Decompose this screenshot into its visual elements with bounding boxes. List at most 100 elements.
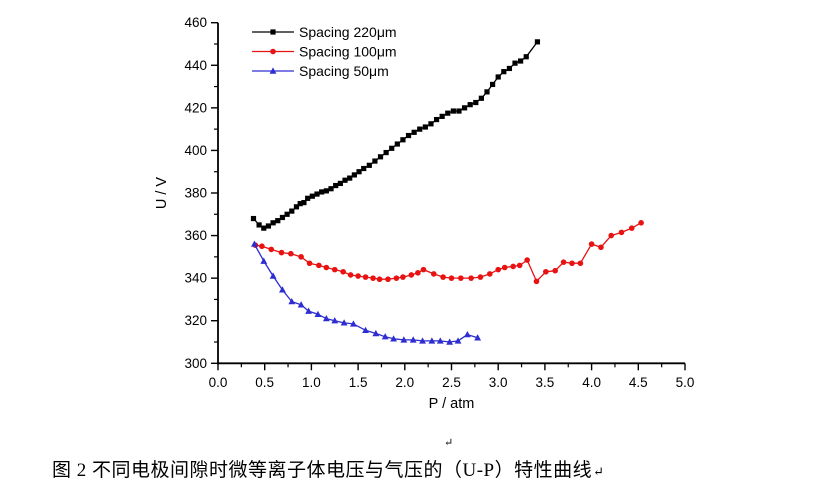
square-marker	[400, 137, 406, 143]
circle-marker	[638, 220, 644, 226]
y-tick-label: 360	[184, 228, 207, 243]
triangle-marker	[409, 336, 417, 343]
square-marker	[351, 172, 357, 178]
up-characteristics-chart: 300 320 340 360 380 400 420 440 460 0.0 0.5 1.0 1.5 2…	[154, 15, 694, 412]
square-marker	[261, 225, 267, 231]
x-tick-label: 1.5	[349, 375, 368, 390]
square-marker	[534, 39, 541, 45]
square-marker	[361, 165, 367, 172]
square-marker	[467, 102, 473, 108]
triangle-marker	[390, 335, 397, 342]
series-circle	[252, 220, 644, 285]
triangle-marker	[474, 334, 482, 341]
square-marker	[279, 214, 286, 221]
legend: Spacing 220μm Spacing 100μm Spacing 50μm	[252, 24, 397, 79]
square-marker	[301, 199, 307, 206]
circle-marker	[370, 275, 376, 281]
square-marker	[389, 145, 395, 151]
figure-caption: 图 2 不同电极间隙时微等离子体电压与气压的（U-P）特性曲线↵	[52, 455, 812, 482]
legend-entry: Spacing 220μm	[252, 24, 397, 40]
square-marker	[356, 169, 362, 175]
y-tick-label: 440	[184, 58, 207, 73]
square-marker	[473, 99, 479, 106]
square-marker	[293, 204, 300, 210]
square-marker	[383, 149, 389, 156]
square-marker	[289, 208, 295, 214]
square-marker	[411, 129, 417, 135]
x-axis-title: P / atm	[429, 396, 475, 412]
x-tick-label: 4.0	[582, 375, 601, 390]
triangle-marker	[269, 272, 277, 279]
circle-marker	[628, 225, 635, 231]
circle-marker	[278, 249, 285, 256]
triangle-marker	[331, 317, 339, 324]
y-tick-label: 320	[184, 313, 207, 328]
x-axis-ticks: 0.0 0.5 1.0 1.5 2.0 2.5 3.0 3.5 4.0 4.5 5.0	[209, 363, 694, 390]
circle-marker	[468, 275, 474, 281]
circle-marker	[458, 275, 464, 281]
circle-marker	[420, 266, 427, 273]
triangle-marker	[400, 336, 408, 343]
y-axis-title: U / V	[154, 177, 170, 210]
circle-marker	[323, 264, 330, 271]
square-marker	[377, 154, 384, 160]
triangle-marker	[463, 330, 471, 338]
circle-marker	[448, 275, 455, 281]
square-marker	[270, 220, 276, 226]
square-marker	[372, 158, 378, 164]
square-marker	[433, 116, 440, 123]
circle-marker	[477, 274, 484, 280]
circle-marker	[501, 264, 508, 271]
y-axis-ticks: 300 320 340 360 380 400 420 440 460	[184, 15, 218, 371]
triangle-marker	[419, 337, 426, 344]
triangle-marker	[436, 337, 444, 344]
square-marker	[478, 95, 484, 101]
square-marker	[284, 211, 290, 217]
circle-marker	[598, 244, 604, 251]
legend-entry: Spacing 50μm	[252, 63, 389, 79]
circle-marker	[316, 262, 322, 269]
triangle-marker	[350, 320, 357, 327]
circle-marker	[340, 268, 346, 275]
square-marker	[417, 126, 423, 132]
paragraph-end-mark: ↵	[593, 464, 605, 479]
square-marker	[275, 218, 281, 224]
circle-marker	[393, 275, 400, 281]
square-marker	[439, 113, 445, 119]
circle-marker	[618, 229, 625, 236]
series-square	[250, 39, 541, 231]
triangle-marker	[446, 338, 454, 345]
circle-marker	[408, 272, 415, 278]
circle-marker	[415, 270, 421, 276]
y-tick-label: 300	[184, 356, 207, 371]
circle-marker	[608, 232, 615, 239]
square-marker	[489, 81, 496, 88]
triangle-marker	[340, 319, 348, 326]
square-marker	[323, 188, 329, 194]
x-tick-label: 3.5	[536, 375, 555, 390]
y-tick-label: 400	[184, 143, 207, 158]
y-tick-label: 420	[184, 100, 207, 115]
square-marker	[518, 58, 524, 64]
triangle-marker	[288, 297, 296, 305]
square-marker	[342, 177, 348, 183]
legend-entry: Spacing 100μm	[252, 44, 397, 60]
triangle-marker	[362, 326, 369, 334]
square-marker	[347, 175, 353, 181]
circle-marker	[569, 260, 575, 267]
y-tick-label: 340	[184, 271, 207, 286]
triangle-marker	[305, 307, 312, 314]
circle-marker	[298, 254, 304, 260]
y-tick-label: 460	[184, 15, 207, 30]
triangle-marker	[260, 257, 268, 264]
series-line	[255, 222, 642, 282]
circle-marker	[510, 263, 516, 270]
x-tick-label: 2.5	[442, 375, 461, 390]
circle-marker	[495, 266, 502, 273]
square-marker	[319, 189, 325, 195]
circle-marker	[440, 274, 446, 280]
square-marker	[333, 182, 339, 189]
square-marker	[366, 162, 372, 168]
square-marker	[445, 110, 451, 116]
